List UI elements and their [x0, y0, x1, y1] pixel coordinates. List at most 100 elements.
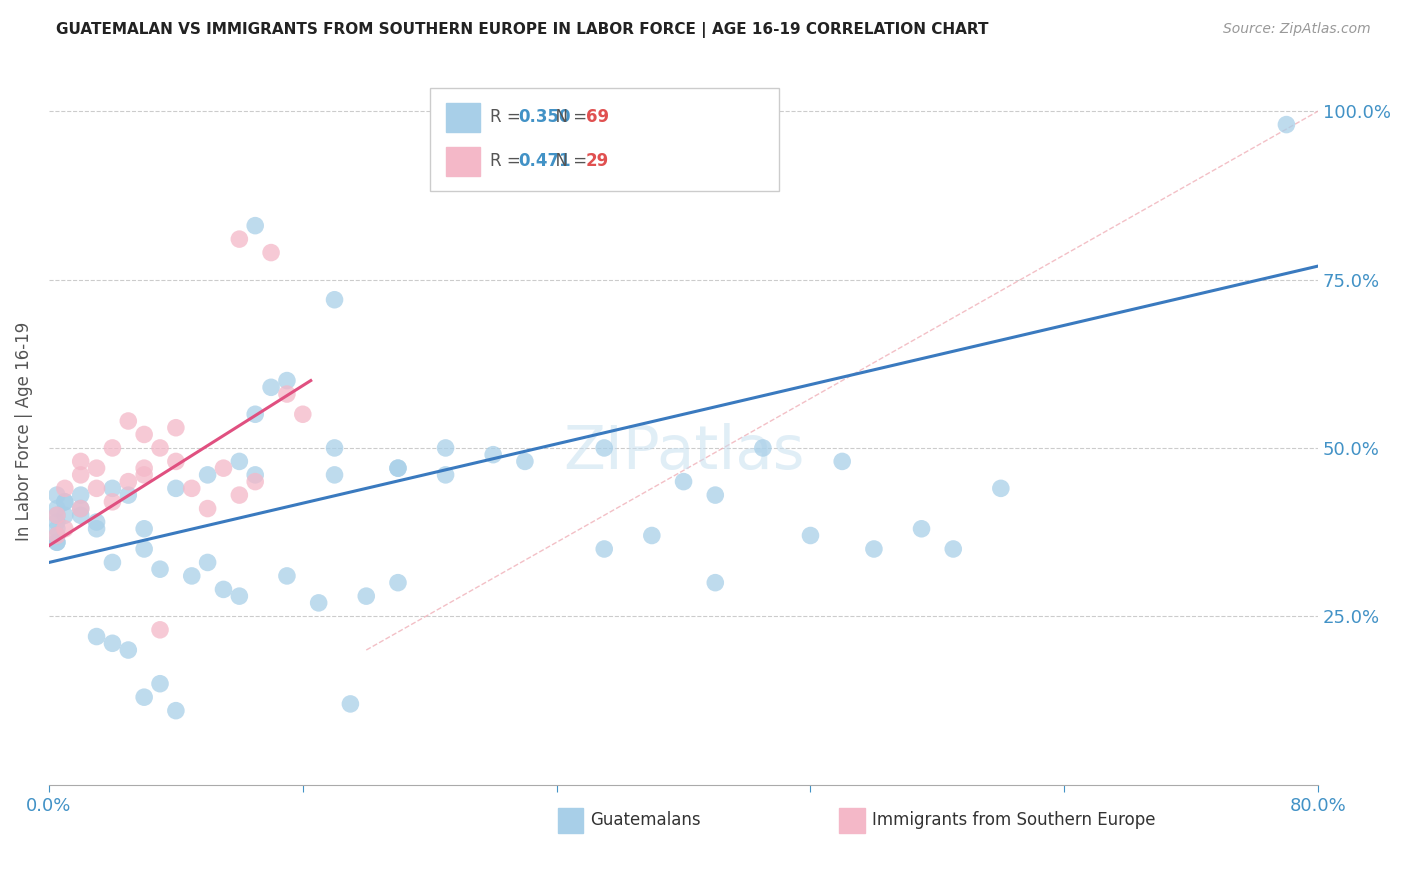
Point [245, 475, 267, 489]
Point [799, 528, 821, 542]
Point [45, 508, 67, 523]
Point [69, 501, 91, 516]
Point [831, 454, 853, 468]
Bar [446, 103, 479, 132]
Point [245, 407, 267, 421]
Point [197, 556, 219, 570]
Point [45, 535, 67, 549]
Point [165, 481, 187, 495]
Point [308, 596, 330, 610]
Point [228, 589, 250, 603]
Point [260, 380, 283, 394]
Text: ZIPatlas: ZIPatlas [562, 423, 804, 482]
Point [86, 515, 108, 529]
Point [165, 421, 187, 435]
Text: 0.471: 0.471 [519, 153, 571, 170]
Point [69, 508, 91, 523]
Point [53, 508, 76, 523]
Point [752, 441, 775, 455]
Point [212, 461, 235, 475]
Point [245, 467, 267, 482]
Point [45, 508, 67, 523]
Point [482, 448, 505, 462]
Point [641, 528, 664, 542]
Point [530, 124, 553, 138]
Point [117, 475, 139, 489]
Point [53, 495, 76, 509]
Text: N =: N = [546, 108, 593, 127]
Point [228, 454, 250, 468]
Point [134, 427, 156, 442]
Point [101, 556, 124, 570]
Point [593, 441, 616, 455]
Point [513, 454, 536, 468]
Point [990, 481, 1012, 495]
Text: Immigrants from Southern Europe: Immigrants from Southern Europe [872, 812, 1156, 830]
Point [117, 643, 139, 657]
Point [165, 704, 187, 718]
Text: 29: 29 [586, 153, 609, 170]
Point [101, 636, 124, 650]
Point [356, 589, 378, 603]
Point [276, 387, 298, 401]
FancyBboxPatch shape [430, 88, 779, 191]
Point [276, 569, 298, 583]
Text: R =: R = [489, 153, 526, 170]
Point [149, 676, 172, 690]
Point [134, 690, 156, 705]
Point [86, 522, 108, 536]
Point [69, 454, 91, 468]
Point [117, 488, 139, 502]
Point [101, 495, 124, 509]
Point [323, 441, 346, 455]
Text: N =: N = [546, 153, 593, 170]
Point [45, 515, 67, 529]
Point [86, 481, 108, 495]
Text: 69: 69 [586, 108, 609, 127]
Point [101, 481, 124, 495]
Point [45, 522, 67, 536]
Point [134, 467, 156, 482]
Point [180, 481, 202, 495]
Point [197, 501, 219, 516]
Y-axis label: In Labor Force | Age 16-19: In Labor Force | Age 16-19 [15, 321, 32, 541]
Point [245, 219, 267, 233]
Point [704, 488, 727, 502]
Point [291, 407, 314, 421]
Point [53, 522, 76, 536]
Point [197, 467, 219, 482]
Point [260, 245, 283, 260]
Point [53, 481, 76, 495]
Point [387, 461, 409, 475]
Point [134, 541, 156, 556]
Point [101, 441, 124, 455]
Point [45, 535, 67, 549]
Point [434, 467, 457, 482]
Point [434, 441, 457, 455]
Point [165, 454, 187, 468]
Point [212, 582, 235, 597]
Point [86, 461, 108, 475]
Text: Source: ZipAtlas.com: Source: ZipAtlas.com [1223, 22, 1371, 37]
Point [45, 501, 67, 516]
Point [149, 623, 172, 637]
Point [276, 374, 298, 388]
Point [45, 528, 67, 542]
Bar [446, 147, 479, 176]
Point [134, 461, 156, 475]
Point [387, 575, 409, 590]
Point [69, 467, 91, 482]
Point [387, 461, 409, 475]
Point [593, 541, 616, 556]
Point [228, 232, 250, 246]
Point [45, 528, 67, 542]
Point [910, 522, 932, 536]
Point [1275, 118, 1298, 132]
Point [323, 293, 346, 307]
Text: 0.350: 0.350 [519, 108, 571, 127]
Point [149, 562, 172, 576]
Point [45, 488, 67, 502]
Point [339, 697, 361, 711]
Text: R =: R = [489, 108, 526, 127]
Point [180, 569, 202, 583]
